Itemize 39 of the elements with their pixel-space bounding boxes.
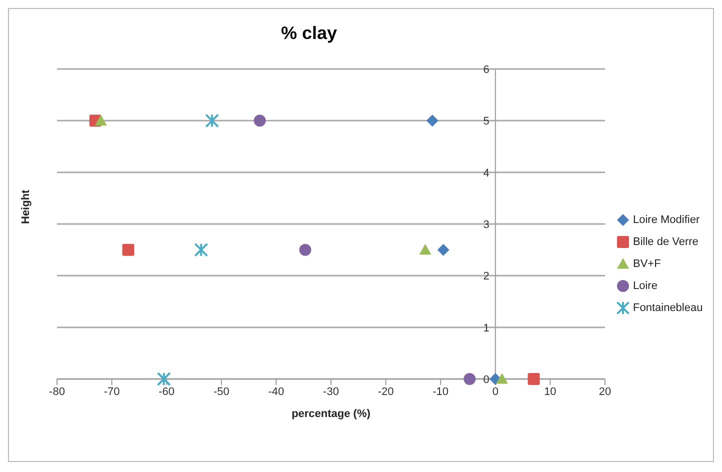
point	[194, 242, 208, 257]
legend-label: Loire	[633, 280, 658, 292]
y-tick-label: 3	[483, 219, 490, 231]
x-tick-label: -50	[213, 386, 230, 398]
point	[496, 373, 508, 384]
legend-label: Bille de Verre	[633, 236, 698, 248]
y-tick-label: 2	[483, 270, 490, 283]
y-tick-label: 1	[483, 322, 490, 334]
legend-label: BV+F	[633, 258, 661, 270]
x-tick-label: -40	[268, 386, 284, 398]
x-axis-title: percentage (%)	[292, 408, 371, 420]
point	[528, 373, 540, 385]
legend-label: Fontainebleau	[633, 302, 703, 314]
y-tick-label: 0	[483, 374, 490, 386]
point	[437, 244, 450, 256]
x-tick-label: 0	[492, 386, 498, 398]
chart-title: % clay	[280, 23, 338, 44]
x-tick-label: -60	[158, 386, 175, 398]
y-tick-label: 6	[483, 64, 490, 76]
y-tick-label: 4	[483, 167, 490, 180]
point	[299, 244, 312, 256]
y-axis-title: Height	[20, 189, 32, 224]
x-tick-label: -80	[49, 386, 65, 398]
point	[94, 114, 107, 126]
point	[464, 373, 476, 385]
point	[426, 114, 438, 127]
y-tick-label: 5	[483, 116, 490, 128]
point	[254, 114, 266, 127]
x-tick-label: -30	[323, 386, 339, 398]
x-tick-label: 20	[598, 386, 612, 398]
point	[122, 244, 134, 256]
legend-label: Loire Modifier	[633, 214, 700, 226]
point	[205, 114, 220, 128]
x-tick-label: 10	[544, 386, 556, 398]
x-tick-label: -20	[378, 386, 394, 398]
point	[156, 372, 171, 386]
x-tick-label: -70	[104, 386, 120, 398]
x-tick-label: -10	[432, 386, 449, 398]
point	[419, 244, 432, 255]
